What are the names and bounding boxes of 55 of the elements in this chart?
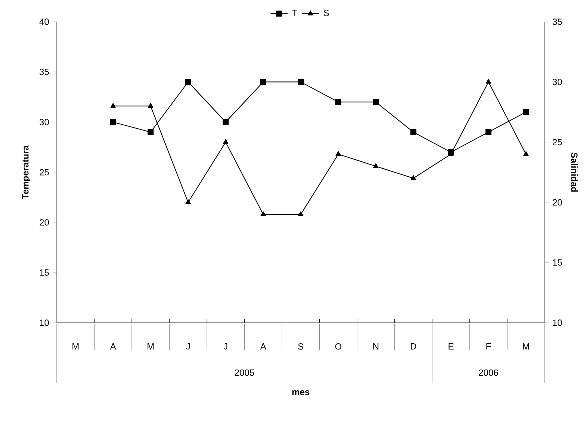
x-tick-label: A <box>110 344 116 350</box>
point <box>110 119 116 126</box>
y-tick-label: 10 <box>40 320 50 326</box>
point <box>486 79 492 84</box>
point <box>186 200 192 204</box>
point <box>524 151 529 156</box>
point <box>223 139 229 144</box>
point <box>185 79 192 86</box>
x-tick-label: F <box>486 344 492 350</box>
point <box>336 151 342 156</box>
legend-label: S <box>324 10 330 16</box>
point <box>298 79 304 86</box>
legend-label: T <box>292 10 298 16</box>
point <box>110 103 116 108</box>
x-tick-label: D <box>411 344 416 350</box>
point <box>148 129 154 136</box>
point <box>298 212 304 216</box>
x-tick-label: M <box>523 344 530 350</box>
y-tick-label: 30 <box>40 119 50 126</box>
y2-tick-label: 20 <box>552 199 562 206</box>
point <box>523 109 530 116</box>
y-tick-label: 15 <box>40 270 50 276</box>
point <box>222 119 229 126</box>
x-tick-label: E <box>448 344 454 350</box>
y2-axis-title: Salinidad <box>571 152 578 192</box>
x-tick-label: J <box>224 344 228 350</box>
point <box>410 129 417 136</box>
text: 2005 <box>235 370 254 376</box>
y2-tick-label: 25 <box>552 139 562 146</box>
y-axis-title: Temperatura <box>22 146 31 200</box>
point <box>410 176 416 180</box>
x-axis-title: mes <box>292 390 310 396</box>
x-tick-label: J <box>186 344 190 350</box>
x-tick-label: M <box>72 344 79 350</box>
y2-tick-label: 30 <box>552 79 562 86</box>
y2-tick-label: 10 <box>553 320 562 326</box>
text: 2006 <box>479 370 498 376</box>
point <box>373 99 380 106</box>
y2-tick-label: 15 <box>553 260 562 266</box>
point <box>486 129 492 136</box>
point <box>148 103 154 108</box>
point <box>373 163 379 168</box>
y-tick-label: 40 <box>40 18 50 26</box>
y-tick-label: 35 <box>40 68 50 76</box>
point <box>336 99 342 106</box>
point <box>260 212 266 216</box>
x-tick-label: A <box>260 344 266 350</box>
x-tick-label: O <box>335 344 342 350</box>
y-tick-label: 25 <box>40 169 50 176</box>
y-tick-label: 20 <box>40 219 50 226</box>
point <box>260 79 266 86</box>
y2-tick-label: 35 <box>552 18 562 26</box>
x-tick-label: S <box>298 344 304 350</box>
x-tick-label: M <box>148 344 154 350</box>
x-tick-label: N <box>374 344 379 350</box>
